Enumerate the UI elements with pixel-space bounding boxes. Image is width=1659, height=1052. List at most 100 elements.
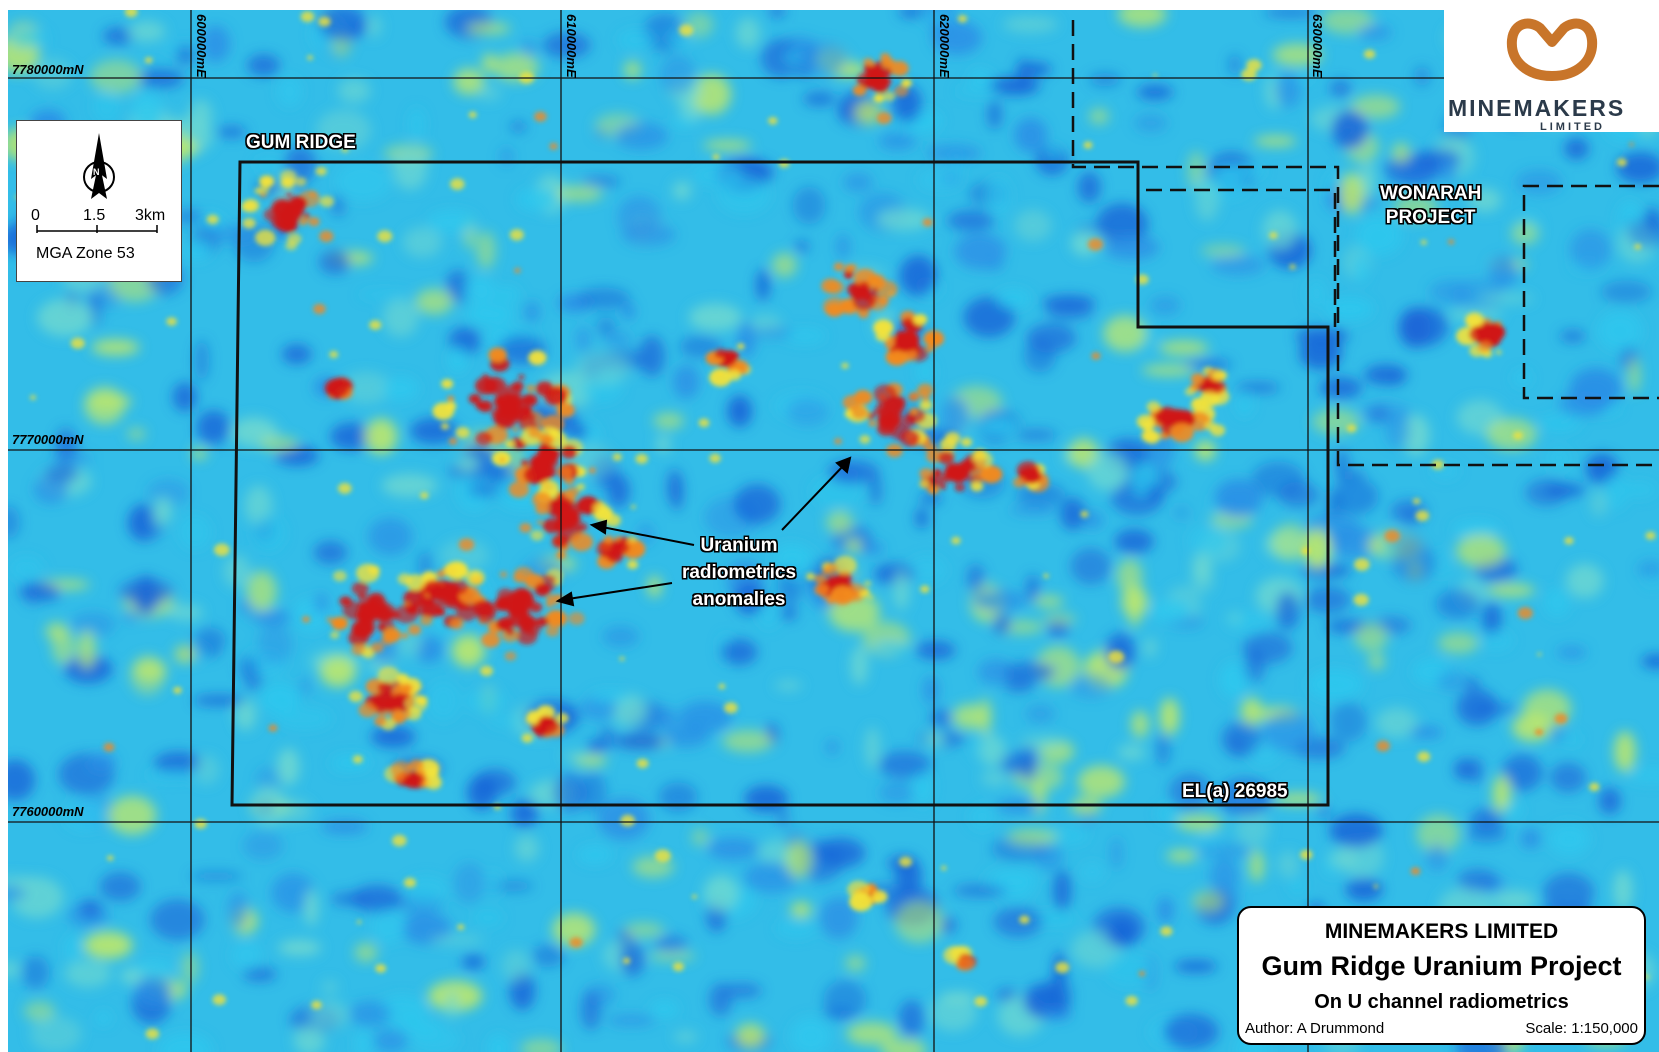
texture-blob	[521, 39, 537, 59]
anomaly-blob	[378, 624, 387, 631]
texture-blob	[393, 149, 428, 190]
texture-blob	[1355, 215, 1403, 256]
texture-blob	[1087, 452, 1129, 491]
anomaly-blob	[548, 459, 559, 467]
texture-blob	[196, 410, 231, 445]
anomaly-blob	[889, 60, 909, 77]
texture-blob	[846, 538, 862, 554]
anomaly-blob	[1201, 379, 1211, 387]
anomaly-speck	[356, 920, 362, 924]
anomaly-speck	[1301, 547, 1311, 555]
anomaly-blob	[860, 281, 869, 289]
northing-label: 7760000mN	[12, 804, 84, 819]
texture-blob	[1437, 670, 1467, 692]
anomaly-blob	[560, 445, 578, 459]
anomaly-blob	[499, 571, 508, 578]
wonarah-boundary-east[interactable]	[1522, 184, 1659, 400]
texture-blob	[83, 931, 133, 959]
texture-blob	[1275, 71, 1301, 108]
texture-blob	[354, 942, 378, 963]
texture-blob	[650, 1001, 679, 1018]
texture-blob	[987, 99, 1002, 130]
texture-blob	[1437, 632, 1479, 654]
texture-blob	[1273, 793, 1323, 806]
texture-blob	[313, 540, 348, 565]
texture-blob	[70, 612, 116, 637]
title-author: Author: A Drummond	[1245, 1020, 1385, 1037]
texture-blob	[826, 510, 854, 534]
radiometrics-map[interactable]: 7780000mN 7770000mN 7760000mN 600000mE 6…	[8, 10, 1659, 1052]
texture-blob	[1515, 169, 1563, 195]
texture-blob	[1455, 534, 1506, 568]
texture-blob	[96, 1011, 111, 1025]
texture-blob	[1317, 804, 1331, 819]
anomaly-blob	[449, 579, 469, 595]
anomaly-blob	[494, 407, 502, 414]
texture-blob	[880, 1039, 927, 1052]
anomaly-blob	[401, 633, 409, 639]
texture-blob	[1141, 364, 1196, 376]
anomaly-blob	[435, 607, 446, 616]
texture-blob	[293, 1025, 325, 1052]
scale-tick-2: 3km	[135, 207, 166, 224]
texture-blob	[64, 654, 113, 684]
anomaly-speck	[420, 492, 429, 499]
anomaly-blob	[871, 287, 879, 293]
texture-blob	[410, 1025, 460, 1052]
anomaly-blob	[473, 600, 494, 617]
wonarah-boundary-outer[interactable]	[1071, 20, 1659, 467]
texture-blob	[670, 116, 695, 128]
anomaly-blob	[1190, 373, 1205, 385]
texture-blob	[181, 951, 200, 984]
texture-blob	[925, 731, 945, 748]
texture-blob	[1544, 587, 1570, 617]
anomaly-speck	[166, 317, 178, 326]
tenement-boundary[interactable]	[230, 160, 1330, 807]
easting-label: 620000mE	[937, 14, 952, 78]
logo-sub: LIMITED	[1540, 121, 1605, 133]
anomaly-speck	[876, 112, 892, 125]
texture-blob	[707, 837, 759, 861]
texture-blob	[1641, 654, 1659, 669]
anomaly-speck	[554, 579, 562, 586]
texture-blob	[126, 427, 146, 441]
texture-blob	[656, 707, 678, 731]
north-letter: N	[93, 167, 100, 177]
anomaly-blob	[614, 541, 630, 554]
texture-blob	[1079, 861, 1105, 883]
texture-blob	[1325, 297, 1374, 321]
texture-blob	[854, 101, 884, 125]
anomaly-speck	[941, 865, 947, 871]
wonarah-boundary-inner[interactable]	[1146, 188, 1337, 327]
texture-blob	[735, 1023, 766, 1048]
anomaly-blob	[552, 613, 560, 620]
anomaly-speck	[1289, 264, 1296, 270]
texture-blob	[453, 68, 485, 95]
anomaly-speck	[841, 362, 849, 369]
texture-blob	[1116, 558, 1143, 594]
anomaly-speck	[1043, 573, 1049, 579]
arrowhead-icon	[835, 456, 852, 474]
texture-blob	[1457, 868, 1499, 892]
anomaly-blob	[259, 175, 275, 188]
anomaly-speck	[1210, 424, 1226, 437]
anomaly-blob	[1200, 390, 1219, 406]
anomaly-speck	[302, 616, 311, 623]
texture-blob	[907, 556, 947, 585]
texture-blob	[1375, 707, 1418, 739]
texture-blob	[1103, 315, 1147, 352]
texture-blob	[1069, 672, 1113, 699]
anomaly-blob	[917, 383, 934, 397]
anomaly-speck	[509, 229, 524, 241]
texture-blob	[520, 1038, 563, 1052]
texture-blob	[1329, 813, 1383, 848]
texture-blob	[1520, 828, 1541, 849]
texture-blob	[836, 233, 850, 260]
anomaly-blob	[876, 280, 898, 298]
anomaly-blob	[505, 440, 515, 448]
texture-blob	[168, 604, 203, 621]
anomaly-blob	[552, 534, 569, 549]
texture-blob	[552, 912, 596, 947]
texture-blob	[1486, 583, 1536, 597]
annotation-line3: anomalies	[692, 589, 786, 610]
